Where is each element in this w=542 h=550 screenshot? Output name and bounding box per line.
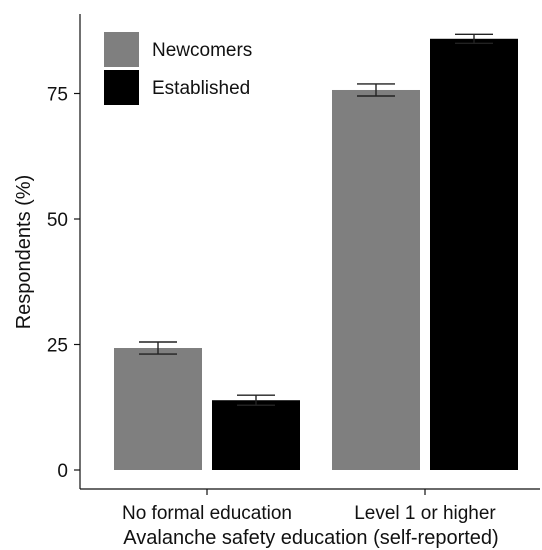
- x-tick-label: Level 1 or higher: [354, 503, 496, 524]
- y-axis-title: Respondents (%): [13, 175, 35, 330]
- legend: Newcomers Established: [104, 32, 252, 105]
- legend-swatch-newcomers: [104, 32, 139, 67]
- y-tick-label: 75: [47, 85, 68, 106]
- y-tick-label: 50: [47, 210, 68, 231]
- x-axis-title: Avalanche safety education (self-reporte…: [123, 527, 498, 549]
- legend-label-established: Established: [152, 78, 250, 99]
- x-ticks-group: No formal education Level 1 or higher: [122, 489, 496, 524]
- legend-label-newcomers: Newcomers: [152, 40, 252, 61]
- x-tick-label: No formal education: [122, 503, 292, 524]
- bar-established-1: [212, 400, 300, 470]
- bar-newcomers-1: [114, 348, 202, 470]
- y-tick-label: 0: [57, 461, 68, 482]
- bar-established-2: [430, 39, 518, 470]
- legend-swatch-established: [104, 70, 139, 105]
- y-tick-label: 25: [47, 336, 68, 357]
- bars-group: [114, 39, 518, 470]
- bar-newcomers-2: [332, 90, 420, 470]
- y-ticks-group: 0 25 50 75: [47, 85, 80, 483]
